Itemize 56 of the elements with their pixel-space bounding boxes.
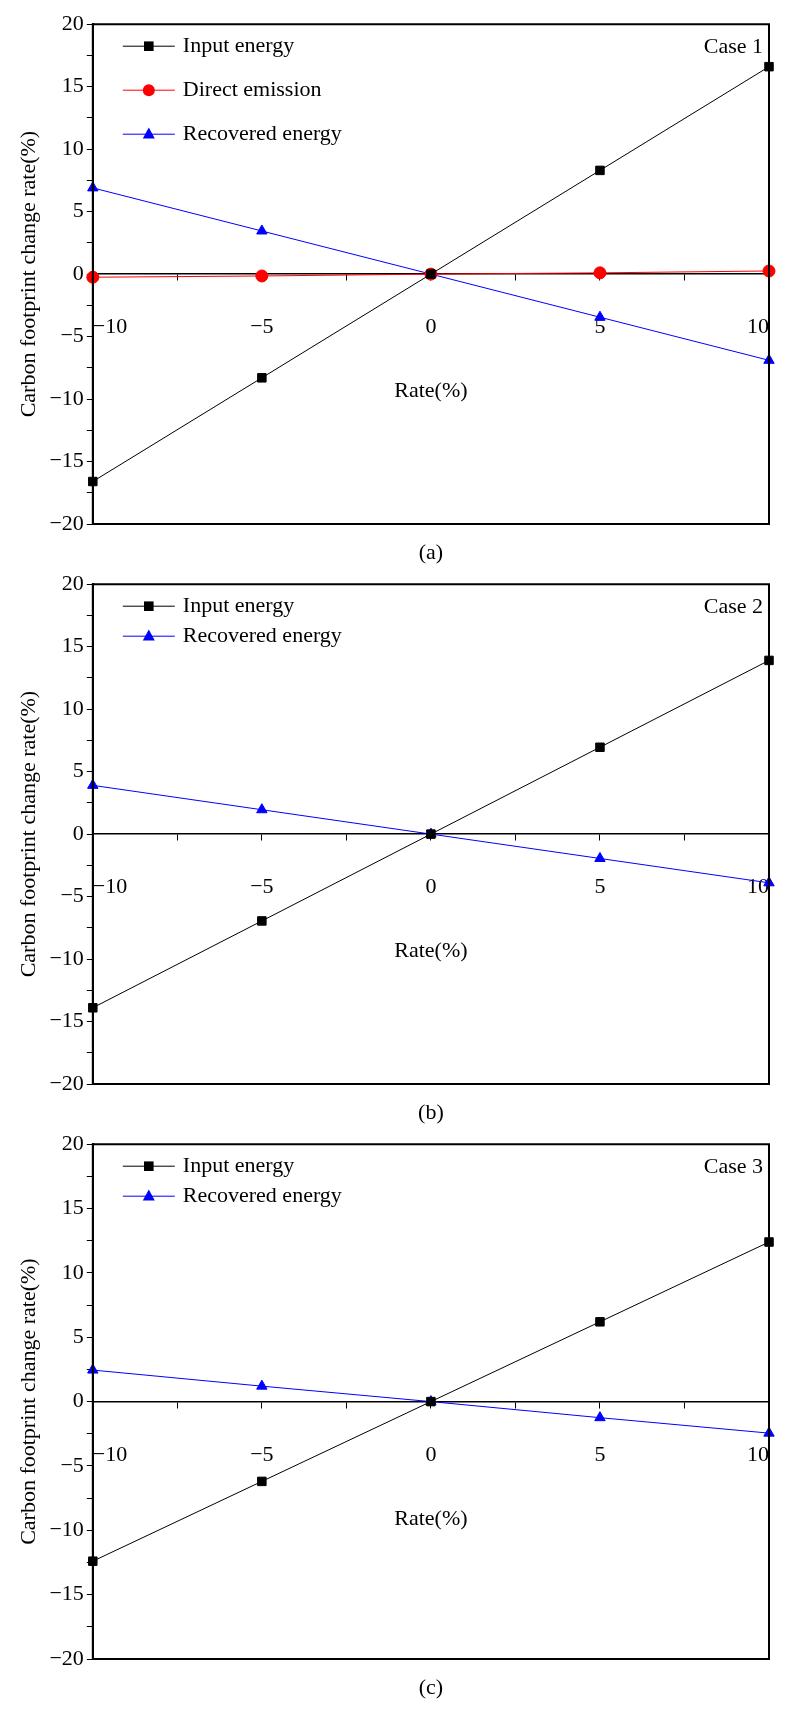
x-tick-label: 0 [425,313,437,339]
x-tick-label: 0 [425,873,437,899]
text: (b) [418,1098,444,1124]
legend-label: Recovered energy [182,621,342,647]
annotation: Case 2 [703,592,763,618]
y-tick-label: −10 [49,1516,84,1542]
legend-label: Input energy [182,591,295,617]
y-axis-title: Carbon footprint change rate(%) [14,1258,40,1545]
x-tick-label: −5 [250,1440,274,1466]
x-axis-title: Rate(%) [394,1504,468,1530]
y-tick-label: 15 [61,72,84,98]
y-axis-title: Carbon footprint change rate(%) [14,130,40,418]
x-tick-label: 10 [747,1440,769,1466]
y-tick-label: −20 [49,509,84,535]
x-tick-label: 10 [747,313,769,339]
y-tick-label: −15 [49,1007,84,1033]
legend-label: Recovered energy [182,1181,342,1207]
y-tick-label: −10 [49,384,84,410]
y-tick-label: 20 [61,569,84,595]
legend-label: Input energy [182,31,295,57]
y-tick-label: 10 [61,134,84,160]
y-tick-label: −20 [49,1644,84,1670]
y-tick-label: 0 [72,259,84,285]
x-tick-label: −5 [250,313,274,339]
text: (a) [418,538,444,564]
y-tick-label: 5 [72,757,84,783]
legend-label: Input energy [182,1151,295,1177]
y-tick-label: −10 [49,944,84,970]
y-tick-label: 5 [72,1323,84,1349]
y-tick-label: 20 [61,1129,84,1155]
y-tick-label: −15 [49,1580,84,1606]
y-tick-label: 15 [61,1194,84,1220]
y-tick-label: −20 [49,1069,84,1095]
x-axis-title: Rate(%) [394,377,468,403]
x-tick-label: −10 [92,1440,128,1466]
y-tick-label: 5 [72,197,84,223]
legend-label: Recovered energy [182,119,342,145]
annotation: Case 1 [703,32,763,58]
y-tick-label: 10 [61,1258,84,1284]
text: (c) [418,1673,444,1699]
x-tick-label: −10 [92,313,128,339]
legend-label: Direct emission [182,75,322,101]
annotation: Case 3 [703,1152,763,1178]
y-tick-label: 15 [61,632,84,658]
y-tick-label: 0 [72,819,84,845]
x-tick-label: 5 [594,873,606,899]
y-tick-label: 20 [61,9,84,35]
y-tick-label: −15 [49,447,84,473]
x-axis-title: Rate(%) [394,937,468,963]
y-axis-title: Carbon footprint change rate(%) [14,690,40,978]
x-tick-label: −5 [250,873,274,899]
x-tick-label: 5 [594,1440,606,1466]
y-tick-label: 10 [61,694,84,720]
x-tick-label: −10 [92,873,128,899]
y-tick-label: 0 [72,1387,84,1413]
x-tick-label: 0 [425,1440,437,1466]
